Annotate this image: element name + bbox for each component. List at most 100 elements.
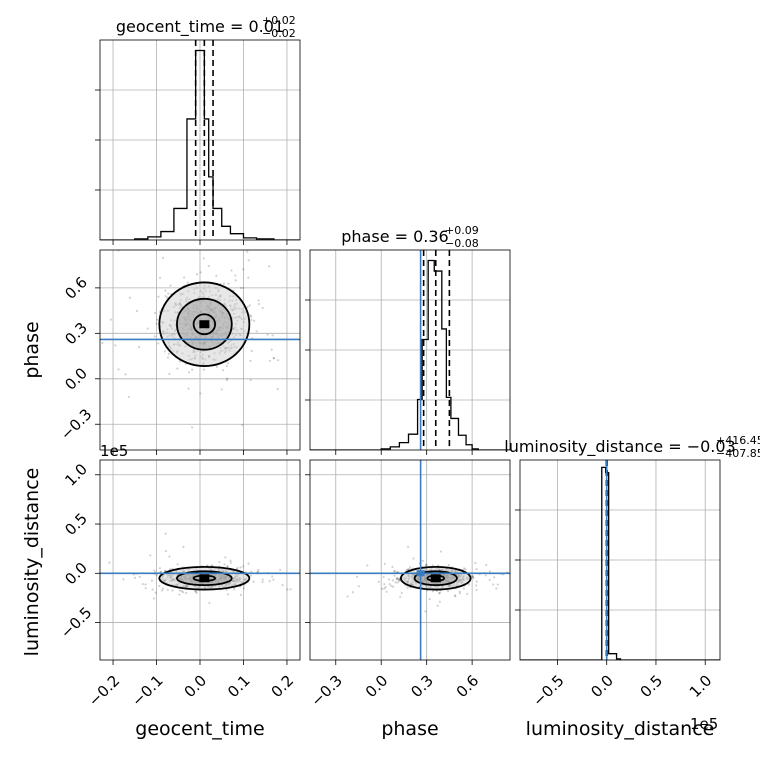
scatter-point (220, 388, 223, 391)
scatter-point (128, 296, 132, 299)
scatter-point (165, 296, 169, 299)
scatter-point (249, 379, 252, 382)
tick-label-y: −0.5 (57, 603, 95, 641)
title-luminosity-distance: luminosity_distance = −0.03 (504, 437, 735, 457)
tick-label-x: −0.1 (128, 672, 166, 710)
scatter-point (166, 356, 170, 359)
title-phase-minus: −0.08 (445, 237, 479, 250)
scatter-point (236, 566, 239, 570)
scatter-point (266, 333, 269, 336)
scatter-point (446, 589, 450, 593)
scatter-point (70, 556, 72, 558)
scatter-point (272, 357, 275, 360)
scatter-point (311, 591, 313, 593)
scatter-point (382, 575, 385, 579)
scatter-point (471, 575, 475, 579)
tick-label-x: 0.5 (637, 672, 667, 702)
scatter-point (247, 259, 250, 262)
scatter-point (229, 559, 232, 562)
tick-label-x: −0.2 (85, 672, 123, 710)
tick-label-x: 0.0 (587, 672, 617, 702)
tick-label-x: 0.6 (453, 672, 483, 702)
scatter-point (181, 591, 185, 594)
histogram-geocent_time (100, 40, 300, 240)
scatter-point (261, 578, 264, 581)
scatter-point (242, 565, 245, 568)
scatter-point (438, 591, 441, 595)
scatter-point (207, 264, 210, 268)
scatter-point (161, 256, 165, 259)
scatter-point (357, 585, 360, 588)
scatter-point (484, 574, 487, 577)
scatter-point (268, 359, 272, 362)
scatter-point (146, 327, 149, 330)
scatter-point (351, 591, 354, 594)
scatter-point (191, 426, 194, 429)
title-geocent-time-plus: +0.02 (262, 14, 296, 27)
title-geocent-time: geocent_time = 0.01 (116, 17, 284, 37)
scatter-point (249, 359, 252, 362)
scatter-point (127, 395, 131, 399)
contour-outer (158, 281, 251, 367)
scatter-point (406, 545, 410, 548)
title-luminosity-distance-minus: −407.85 (716, 447, 760, 460)
scatter-point (391, 579, 395, 582)
scatter-point (144, 583, 147, 586)
scatter-point (227, 282, 230, 285)
scatter-point (390, 584, 393, 587)
scatter-point (122, 578, 125, 581)
tick-label-y: 0.0 (61, 559, 91, 589)
tick-label-x: 0.1 (224, 672, 254, 702)
scatter-point (176, 367, 179, 370)
scatter-point (408, 566, 412, 569)
scatter-point (202, 257, 205, 260)
scatter-point (82, 596, 84, 598)
scatter-point (491, 583, 495, 586)
scatter-point (272, 578, 275, 581)
scatter-point (167, 292, 170, 295)
tick-label-y: −0.3 (57, 405, 95, 443)
scatter-point (399, 595, 402, 598)
contour-middle (413, 570, 458, 587)
scatter-point (299, 244, 301, 246)
scatter-point (222, 282, 226, 285)
scatter-point (206, 564, 209, 567)
scatter-point (396, 581, 399, 584)
scatter-point (384, 586, 387, 589)
scatter-point (383, 562, 386, 565)
scatter-point (488, 578, 491, 582)
scatter-point (155, 574, 158, 577)
truth-marker (416, 570, 425, 577)
scatter-point (475, 567, 478, 571)
tick-label-y: 0.3 (61, 319, 91, 349)
scatter-point (223, 563, 226, 566)
scatter-point (249, 314, 252, 317)
scatter-point (431, 590, 435, 593)
scatter-point (395, 577, 398, 580)
offset-label-y: 1e5 (100, 442, 128, 460)
histogram-phase (310, 250, 510, 450)
scatter-point (255, 330, 258, 333)
tick-label-x: 0.3 (407, 672, 437, 702)
scatter-point (124, 373, 127, 376)
scatter-point (158, 567, 162, 570)
scatter-point (218, 560, 221, 564)
scatter-point (438, 600, 441, 603)
scatter-point (431, 564, 434, 567)
scatter-point (377, 580, 380, 583)
scatter-point (526, 580, 528, 582)
scatter-point (268, 579, 271, 583)
scatter-point (108, 561, 111, 564)
title-luminosity-distance-plus: +416.45 (716, 434, 760, 447)
tick-label-x: −0.3 (308, 672, 346, 710)
scatter-point (232, 588, 236, 591)
scatter-point (398, 578, 401, 581)
scatter-point (164, 532, 167, 535)
scatter-point (383, 587, 386, 590)
scatter-point (272, 356, 275, 360)
scatter-point (268, 265, 271, 268)
scatter-point (109, 318, 112, 321)
scatter-point (226, 377, 229, 380)
scatter-point (159, 570, 162, 574)
scatter-point (226, 362, 230, 365)
